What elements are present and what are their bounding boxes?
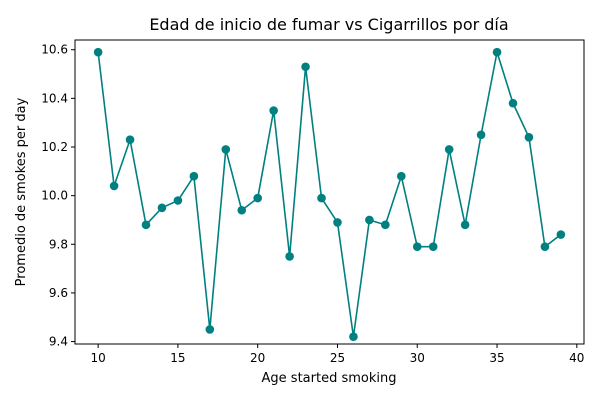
series-line	[97, 51, 562, 338]
y-tick-label: 10.0	[41, 189, 68, 203]
data-point	[333, 218, 342, 227]
data-point	[205, 325, 215, 334]
x-tick-label: 40	[569, 351, 584, 365]
data-point	[253, 193, 262, 203]
data-point	[460, 220, 470, 230]
data-point	[476, 130, 486, 140]
y-tick-label: 9.8	[49, 237, 68, 251]
data-point	[125, 135, 135, 145]
x-tick-label: 20	[250, 351, 265, 365]
data-point	[269, 106, 278, 115]
data-point	[221, 145, 231, 154]
data-point	[412, 242, 422, 252]
y-tick-label: 10.6	[41, 43, 68, 57]
chart-title: Edad de inicio de fumar vs Cigarrillos p…	[149, 15, 508, 34]
x-tick-label: 25	[330, 351, 345, 365]
data-point	[109, 181, 119, 191]
data-point	[189, 171, 199, 181]
data-point	[157, 203, 167, 213]
data-point	[93, 47, 103, 57]
x-tick-label: 15	[170, 351, 185, 365]
data-point	[301, 62, 310, 72]
y-axis: 9.4 9.6 9.8 10.0 10.2 10.4 10.6	[41, 43, 75, 349]
x-tick-label: 35	[489, 351, 504, 365]
data-point	[428, 242, 438, 252]
data-point	[556, 230, 566, 239]
data-point	[237, 205, 247, 215]
data-point	[173, 196, 183, 205]
data-point	[540, 242, 550, 252]
data-point	[285, 252, 294, 261]
x-axis-label: Age started smoking	[262, 371, 397, 386]
x-tick-label: 30	[410, 351, 425, 365]
y-tick-label: 10.4	[41, 91, 68, 105]
x-tick-label: 10	[90, 351, 105, 365]
data-point	[444, 145, 454, 154]
y-tick-label: 10.2	[41, 140, 68, 154]
y-axis-label: Promedio de smokes per day	[14, 97, 29, 286]
data-point	[365, 215, 374, 225]
y-tick-label: 9.6	[49, 286, 68, 300]
data-point	[141, 220, 151, 230]
x-axis: 10 15 20 25 30 35 40	[90, 344, 584, 365]
y-tick-label: 9.4	[49, 335, 68, 349]
data-point	[381, 220, 390, 230]
data-point	[508, 98, 518, 108]
data-point	[524, 132, 534, 142]
plot-area	[74, 39, 585, 345]
axes-frame	[74, 39, 585, 345]
data-point	[492, 47, 502, 57]
data-point	[317, 193, 326, 203]
data-point	[397, 171, 406, 181]
data-point	[349, 332, 358, 342]
